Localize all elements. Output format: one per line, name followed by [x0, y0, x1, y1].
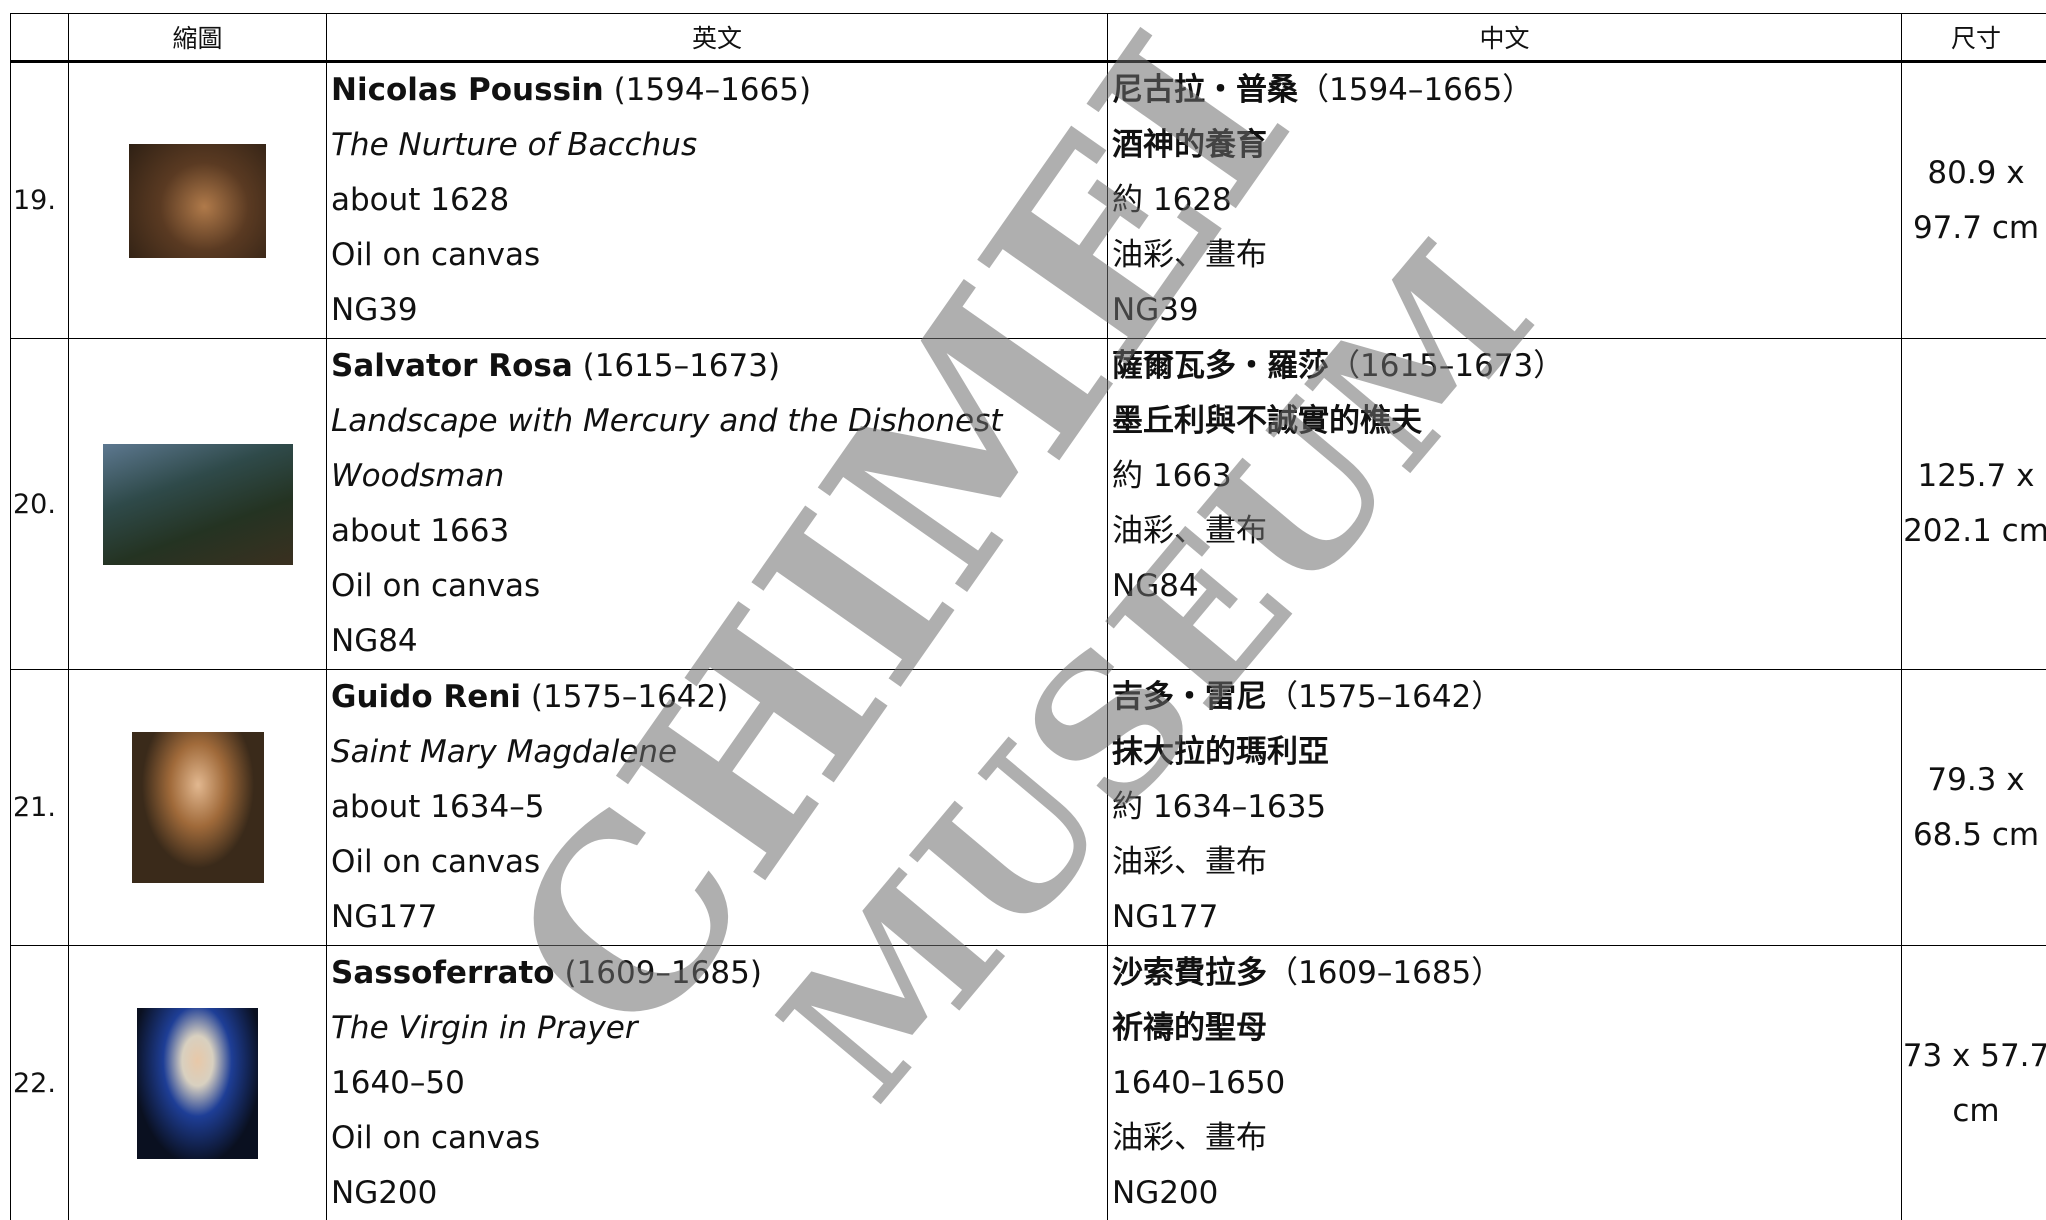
artwork-size: 73 x 57.7 cm	[1901, 945, 2046, 1220]
artist-dates: (1575–1642)	[530, 679, 729, 715]
artwork-title: Landscape with Mercury and the Dishonest…	[331, 403, 1003, 494]
inventory-number: NG39	[331, 292, 418, 328]
artist-dates: （1575–1642）	[1267, 679, 1503, 715]
thumbnail	[131, 732, 264, 883]
header-row: 縮圖 英文 中文 尺寸	[10, 13, 2046, 63]
header-cell: 英文	[326, 13, 1108, 63]
artwork-date: 約 1663	[1112, 458, 1232, 494]
artwork-date: 約 1628	[1112, 182, 1232, 218]
artwork-medium: 油彩、畫布	[1112, 237, 1267, 273]
english-cell: Sassoferrato (1609–1685) The Virgin in Pr…	[326, 945, 1108, 1220]
header-cell: 縮圖	[68, 13, 327, 63]
thumbnail-cell	[68, 338, 327, 670]
artwork-medium: Oil on canvas	[331, 237, 541, 273]
artwork-date: about 1663	[331, 513, 510, 549]
artwork-medium: Oil on canvas	[331, 568, 541, 604]
thumbnail-cell	[68, 945, 327, 1220]
thumbnail-cell	[68, 669, 327, 946]
inventory-number: NG84	[331, 623, 418, 659]
artist-name: Nicolas Poussin	[331, 72, 604, 108]
artwork-medium: 油彩、畫布	[1112, 513, 1267, 549]
chinese-cell: 尼古拉・普桑（1594–1665） 酒神的養育約 1628 油彩、畫布 NG39	[1107, 61, 1902, 339]
header-cell: 尺寸	[1901, 13, 2046, 63]
english-cell: Guido Reni (1575–1642) Saint Mary Magdale…	[326, 669, 1108, 946]
artwork-title: The Virgin in Prayer	[331, 1010, 638, 1046]
chinese-cell: 吉多・雷尼（1575–1642） 抹大拉的瑪利亞約 1634–1635 油彩、畫布 N…	[1107, 669, 1902, 946]
artwork-date: 約 1634–1635	[1112, 789, 1327, 825]
artist-name: Salvator Rosa	[331, 348, 573, 384]
artist-dates: （1609–1685）	[1267, 955, 1503, 991]
inventory-number: NG200	[1112, 1175, 1219, 1211]
artist-line: Sassoferrato (1609–1685)	[331, 946, 1103, 1001]
artwork-title: 抹大拉的瑪利亞	[1112, 734, 1329, 770]
artwork-row: 21. Guido Reni (1575–1642) Saint Mary Magd…	[10, 669, 2046, 946]
header-cell: 中文	[1107, 13, 1902, 63]
artwork-row: 20. Salvator Rosa (1615–1673) Landscape wi…	[10, 338, 2046, 670]
chinese-cell: 沙索費拉多（1609–1685） 祈禱的聖母 1640–1650 油彩、畫布 NG200	[1107, 945, 1902, 1220]
artist-name: 沙索費拉多	[1112, 955, 1267, 991]
artist-line: 薩爾瓦多・羅莎（1615–1673）	[1112, 339, 1897, 394]
artwork-medium: Oil on canvas	[331, 1120, 541, 1156]
artwork-medium: 油彩、畫布	[1112, 1120, 1267, 1156]
inventory-number: NG177	[331, 899, 438, 935]
artist-dates: （1615–1673）	[1329, 348, 1565, 384]
artist-line: 吉多・雷尼（1575–1642）	[1112, 670, 1897, 725]
artwork-title: The Nurture of Bacchus	[331, 127, 698, 163]
artwork-title: 祈禱的聖母	[1112, 1010, 1267, 1046]
artist-dates: (1615–1673)	[582, 348, 781, 384]
artist-name: 吉多・雷尼	[1112, 679, 1267, 715]
english-cell: Nicolas Poussin (1594–1665) The Nurture o…	[326, 61, 1108, 339]
artist-name: Guido Reni	[331, 679, 522, 715]
artist-line: Salvator Rosa (1615–1673)	[331, 339, 1103, 394]
artist-line: 沙索費拉多（1609–1685）	[1112, 946, 1897, 1001]
row-number: 19.	[10, 61, 69, 339]
row-number: 20.	[10, 338, 69, 670]
artwork-title: Saint Mary Magdalene	[331, 734, 678, 770]
row-number: 21.	[10, 669, 69, 946]
artist-line: Nicolas Poussin (1594–1665)	[331, 63, 1103, 118]
artwork-size: 80.9 x 97.7 cm	[1901, 61, 2046, 339]
english-cell: Salvator Rosa (1615–1673) Landscape with …	[326, 338, 1108, 670]
artist-line: Guido Reni (1575–1642)	[331, 670, 1103, 725]
artist-dates: （1594–1665）	[1298, 72, 1534, 108]
artwork-size: 125.7 x 202.1 cm	[1901, 338, 2046, 670]
artist-dates: (1594–1665)	[613, 72, 812, 108]
artwork-size: 79.3 x 68.5 cm	[1901, 669, 2046, 946]
chinese-cell: 薩爾瓦多・羅莎（1615–1673） 墨丘利與不誠實的樵夫約 1663 油彩、畫布 N…	[1107, 338, 1902, 670]
artist-name: 薩爾瓦多・羅莎	[1112, 348, 1329, 384]
artist-line: 尼古拉・普桑（1594–1665）	[1112, 63, 1897, 118]
artist-dates: (1609–1685)	[564, 955, 762, 991]
inventory-number: NG177	[1112, 899, 1219, 935]
artist-name: Sassoferrato	[331, 955, 555, 991]
thumbnail	[129, 143, 266, 258]
artwork-table: 縮圖 英文 中文 尺寸 19. Nicolas Poussin (1594–166…	[10, 13, 2046, 1220]
artwork-date: about 1634–5	[331, 789, 545, 825]
artwork-date: 1640–50	[331, 1065, 465, 1101]
artwork-date: about 1628	[331, 182, 510, 218]
artwork-row: 22. Sassoferrato (1609–1685) The Virgin in…	[10, 945, 2046, 1220]
inventory-number: NG84	[1112, 568, 1199, 604]
artwork-title: 酒神的養育	[1112, 127, 1267, 163]
artwork-row: 19. Nicolas Poussin (1594–1665) The Nurtur…	[10, 61, 2046, 339]
inventory-number: NG200	[331, 1175, 438, 1211]
thumbnail	[137, 1008, 258, 1159]
row-number: 22.	[10, 945, 69, 1220]
artwork-date: 1640–1650	[1112, 1065, 1286, 1101]
artist-name: 尼古拉・普桑	[1112, 72, 1298, 108]
thumbnail	[102, 443, 293, 565]
inventory-number: NG39	[1112, 292, 1199, 328]
artwork-title: 墨丘利與不誠實的樵夫	[1112, 403, 1422, 439]
header-cell	[10, 13, 69, 63]
thumbnail-cell	[68, 61, 327, 339]
artwork-medium: Oil on canvas	[331, 844, 541, 880]
artwork-medium: 油彩、畫布	[1112, 844, 1267, 880]
